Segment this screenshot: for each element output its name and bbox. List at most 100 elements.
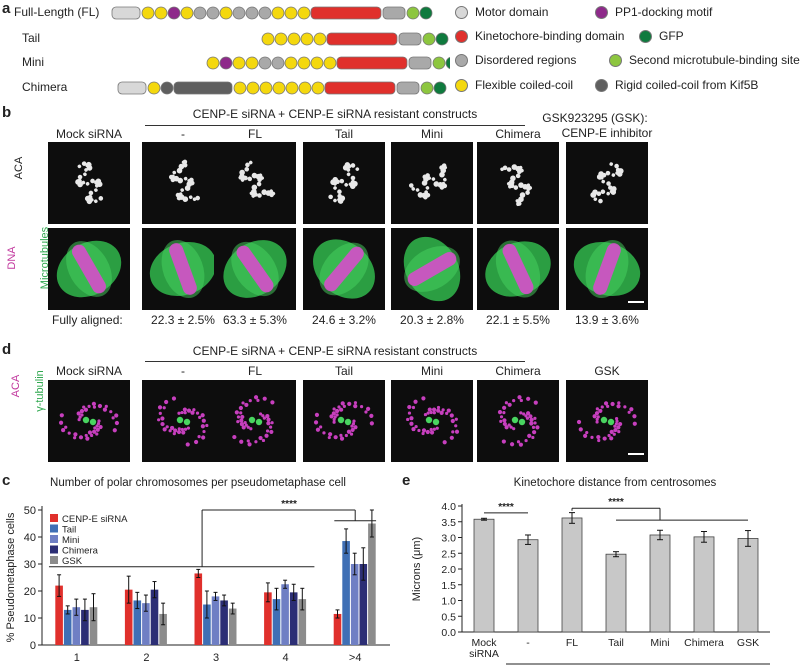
aligned-value-0: 22.3 ± 2.5% — [151, 313, 215, 327]
column-label-b-2: FL — [247, 127, 262, 141]
domain-fl-dis-9 — [245, 6, 259, 20]
chart-c-bar-3-4 — [359, 564, 368, 645]
chart-c-bar-1-3 — [272, 599, 281, 645]
column-label-b-3: Tail — [334, 127, 353, 141]
scale-bar-b — [628, 301, 644, 303]
chart-c-bar-4-1 — [159, 613, 167, 645]
domain-mini-mt-12 — [432, 56, 446, 70]
domain-fl-dis-15 — [382, 6, 406, 20]
aligned-value-2: 24.6 ± 3.2% — [312, 313, 376, 327]
chart-e-ytick-4: 2.0 — [441, 564, 456, 576]
domain-fl-flex-7 — [219, 6, 233, 20]
chart-c-legend-swatch-1 — [50, 524, 58, 533]
rigid-cc-swatch — [595, 79, 608, 92]
panel-b-header: CENP-E siRNA + CENP-E siRNA resistant co… — [192, 107, 478, 121]
domain-mini-pp1-1 — [219, 56, 233, 70]
chart-e-bar-3 — [605, 553, 627, 633]
chart-c-bar-2-3 — [281, 584, 289, 645]
column-label-d-6: GSK — [594, 364, 620, 378]
chart-e-xtick-0: Mock — [471, 637, 497, 649]
domain-chimera-flex-4 — [233, 81, 247, 95]
gamma-tubulin-image-1 — [142, 380, 224, 462]
polar-chromosome-chart: Number of polar chromosomes per pseudome… — [5, 477, 390, 664]
panel-d-letter: d — [2, 341, 12, 358]
domain-mini-flex-3 — [245, 56, 259, 70]
domain-fl-pp1-3 — [167, 6, 181, 20]
domain-fl-motor-0 — [111, 6, 141, 20]
panel-c-letter: c — [2, 472, 11, 489]
domain-mini-dis-4 — [258, 56, 272, 70]
column-label-d-0: Mock siRNA — [55, 364, 122, 378]
column-label-b-6: CENP-E inhibitor — [561, 126, 653, 140]
chart-c-xtick-2: 3 — [213, 652, 219, 664]
spindle-image-4 — [391, 228, 473, 310]
domain-tail-flex-2 — [287, 32, 301, 46]
column-label-b-1: - — [181, 127, 185, 141]
aca-image-1 — [142, 142, 224, 224]
chart-c-ytick-3: 30 — [24, 559, 36, 571]
chart-c-bar-3-2 — [220, 600, 228, 645]
legend-pp1: PP1-docking motif — [615, 5, 713, 19]
aca-image-2 — [214, 142, 296, 224]
flexible-cc-swatch — [455, 79, 468, 92]
construct-label-chimera: Chimera — [22, 80, 68, 94]
chart-c-bar-2-0 — [72, 607, 81, 645]
spindle-image-6 — [566, 228, 648, 310]
aligned-value-4: 22.1 ± 5.5% — [486, 313, 550, 327]
legend-mt-binding: Second microtubule-binding site — [629, 53, 800, 67]
domain-mini-dis-11 — [408, 56, 432, 70]
domain-mini-flex-0 — [206, 56, 220, 70]
aligned-value-3: 20.3 ± 2.8% — [400, 313, 464, 327]
chart-c-bar-4-3 — [298, 599, 307, 645]
chart-e-xtick-0-b: siRNA — [469, 648, 499, 660]
chart-c-bar-3-1 — [150, 589, 159, 645]
row-label-dna: DNA — [6, 246, 18, 270]
chart-e-ytick-8: 4.0 — [441, 501, 456, 513]
chart-e-significance-2: **** — [608, 497, 624, 508]
chart-e-bar-1 — [517, 539, 539, 633]
column-label-d-2: FL — [247, 364, 262, 378]
domain-fl-dis-10 — [258, 6, 272, 20]
domain-mini-flex-9 — [323, 56, 337, 70]
kinetochore-distance-chart: Kinetochore distance from centrosomes 0.0… — [411, 477, 770, 669]
column-label-b-0: Mock siRNA — [55, 127, 122, 141]
fully-aligned-label: Fully aligned: — [52, 313, 123, 327]
legend-disordered: Disordered regions — [475, 53, 577, 67]
domain-fl-dis-8 — [232, 6, 246, 20]
chart-e-xtick-3: Tail — [608, 637, 624, 649]
chart-c-bar-0-4 — [333, 613, 342, 645]
construct-domain-diagram — [111, 6, 450, 95]
domain-tail-mt-7 — [422, 32, 436, 46]
column-label-d-1: - — [181, 364, 185, 378]
panel-b-header-line — [145, 125, 525, 126]
chart-c-legend-swatch-4 — [50, 556, 58, 564]
gamma-tubulin-image-2 — [214, 380, 296, 462]
chart-c-bar-1-0 — [63, 609, 72, 645]
domain-tail-flex-4 — [313, 32, 327, 46]
chart-c-bar-3-3 — [289, 592, 298, 645]
chart-e-ytick-7: 3.5 — [441, 517, 456, 529]
domain-chimera-kin-11 — [324, 81, 396, 95]
column-label-d-4: Mini — [420, 364, 443, 378]
chart-e-bar-5 — [693, 536, 715, 633]
domain-legend: Motor domain PP1-docking motif Kinetocho… — [455, 4, 800, 94]
chart-c-ytick-5: 50 — [24, 505, 36, 517]
construct-label-mini: Mini — [22, 55, 45, 69]
chart-c-legend-swatch-2 — [50, 535, 58, 543]
chart-e-ytick-0: 0.0 — [441, 627, 456, 639]
spindle-image-2 — [214, 228, 296, 310]
domain-chimera-flex-6 — [259, 81, 273, 95]
legend-motor-domain: Motor domain — [475, 5, 549, 19]
gamma-tubulin-image-3 — [303, 380, 385, 462]
domain-fl-flex-12 — [284, 6, 298, 20]
chart-c-ytick-2: 20 — [24, 586, 36, 598]
domain-fl-flex-4 — [180, 6, 194, 20]
panel-e-letter: e — [402, 472, 411, 489]
chart-c-bar-4-0 — [89, 607, 98, 645]
chart-e-bar-2 — [561, 517, 583, 633]
chart-c-significance: **** — [281, 499, 297, 510]
panel-d-header: CENP-E siRNA + CENP-E siRNA resistant co… — [192, 344, 478, 358]
aca-image-6 — [566, 142, 648, 224]
legend-gfp: GFP — [659, 29, 684, 43]
chart-c-bar-1-1 — [133, 600, 142, 645]
